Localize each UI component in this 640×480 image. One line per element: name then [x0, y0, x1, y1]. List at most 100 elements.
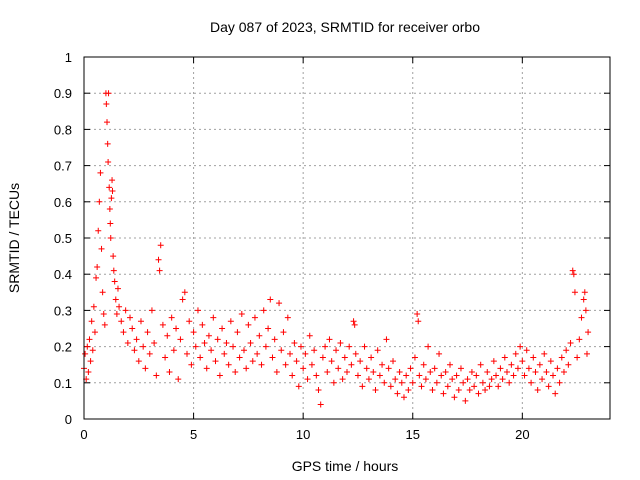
data-point — [383, 336, 390, 343]
data-point — [431, 365, 438, 372]
data-point — [333, 347, 340, 354]
data-point — [477, 361, 484, 368]
data-point — [451, 394, 458, 401]
data-point — [269, 354, 276, 361]
data-point — [181, 289, 188, 296]
data-point — [159, 321, 166, 328]
data-point — [300, 365, 307, 372]
data-point — [219, 325, 226, 332]
data-point — [105, 90, 112, 97]
data-point — [442, 368, 449, 375]
data-point — [322, 343, 329, 350]
y-axis-label: SRMTID / TECUs — [6, 183, 22, 293]
data-point — [422, 376, 429, 383]
data-point — [109, 177, 116, 184]
data-point — [381, 379, 388, 386]
data-point — [405, 387, 412, 394]
data-point — [282, 361, 289, 368]
data-point — [289, 372, 296, 379]
data-point — [258, 361, 265, 368]
data-point — [460, 379, 467, 386]
data-point — [90, 303, 97, 310]
data-point — [493, 372, 500, 379]
data-point — [385, 365, 392, 372]
data-point — [110, 267, 117, 274]
data-point — [88, 318, 95, 325]
data-point — [168, 314, 175, 321]
data-point — [112, 296, 119, 303]
data-point — [570, 271, 577, 278]
data-point — [284, 314, 291, 321]
y-tick-label: 0.8 — [54, 122, 72, 137]
data-point — [293, 358, 300, 365]
data-point — [173, 325, 180, 332]
data-point — [179, 296, 186, 303]
data-point — [545, 383, 552, 390]
data-point — [536, 361, 543, 368]
data-point — [436, 350, 443, 357]
data-point — [368, 354, 375, 361]
data-point — [359, 383, 366, 390]
data-point — [311, 347, 318, 354]
data-point — [466, 387, 473, 394]
plot-frame — [83, 56, 611, 420]
data-point — [110, 253, 117, 260]
data-point — [539, 376, 546, 383]
data-point — [418, 383, 425, 390]
data-point — [482, 387, 489, 394]
data-point — [471, 383, 478, 390]
data-point — [308, 361, 315, 368]
data-point — [100, 311, 107, 318]
data-point — [216, 372, 223, 379]
data-point — [170, 347, 177, 354]
data-point — [225, 361, 232, 368]
data-point — [462, 397, 469, 404]
data-point — [103, 101, 110, 108]
data-point — [104, 119, 111, 126]
data-point — [247, 339, 254, 346]
y-tick-label: 0.4 — [54, 267, 72, 282]
data-point — [556, 379, 563, 386]
data-point — [232, 368, 239, 375]
data-point — [177, 336, 184, 343]
data-point — [317, 401, 324, 408]
y-tick-label: 0.5 — [54, 231, 72, 246]
data-point — [156, 267, 163, 274]
data-point — [199, 321, 206, 328]
data-point — [387, 383, 394, 390]
data-point — [186, 318, 193, 325]
data-point — [409, 379, 416, 386]
data-point — [319, 354, 326, 361]
data-point — [473, 372, 480, 379]
data-point — [486, 383, 493, 390]
data-point — [567, 339, 574, 346]
data-point — [95, 227, 102, 234]
data-point — [326, 336, 333, 343]
data-point — [188, 361, 195, 368]
data-point — [339, 376, 346, 383]
x-tick-label: 20 — [515, 427, 529, 442]
data-point — [457, 365, 464, 372]
data-point — [142, 365, 149, 372]
data-point — [208, 347, 215, 354]
data-point — [396, 368, 403, 375]
data-point — [328, 358, 335, 365]
data-point — [93, 274, 100, 281]
data-point — [514, 365, 521, 372]
data-point — [192, 343, 199, 350]
data-point — [453, 372, 460, 379]
data-point — [153, 372, 160, 379]
data-point — [438, 372, 445, 379]
data-point — [554, 365, 561, 372]
data-point — [265, 325, 272, 332]
data-point — [351, 321, 358, 328]
data-point — [194, 307, 201, 314]
data-point — [335, 365, 342, 372]
data-point — [558, 354, 565, 361]
data-point — [205, 332, 212, 339]
data-point — [576, 336, 583, 343]
data-point — [415, 318, 422, 325]
data-point — [108, 195, 115, 202]
data-point — [297, 343, 304, 350]
y-tick-label: 0.7 — [54, 159, 72, 174]
